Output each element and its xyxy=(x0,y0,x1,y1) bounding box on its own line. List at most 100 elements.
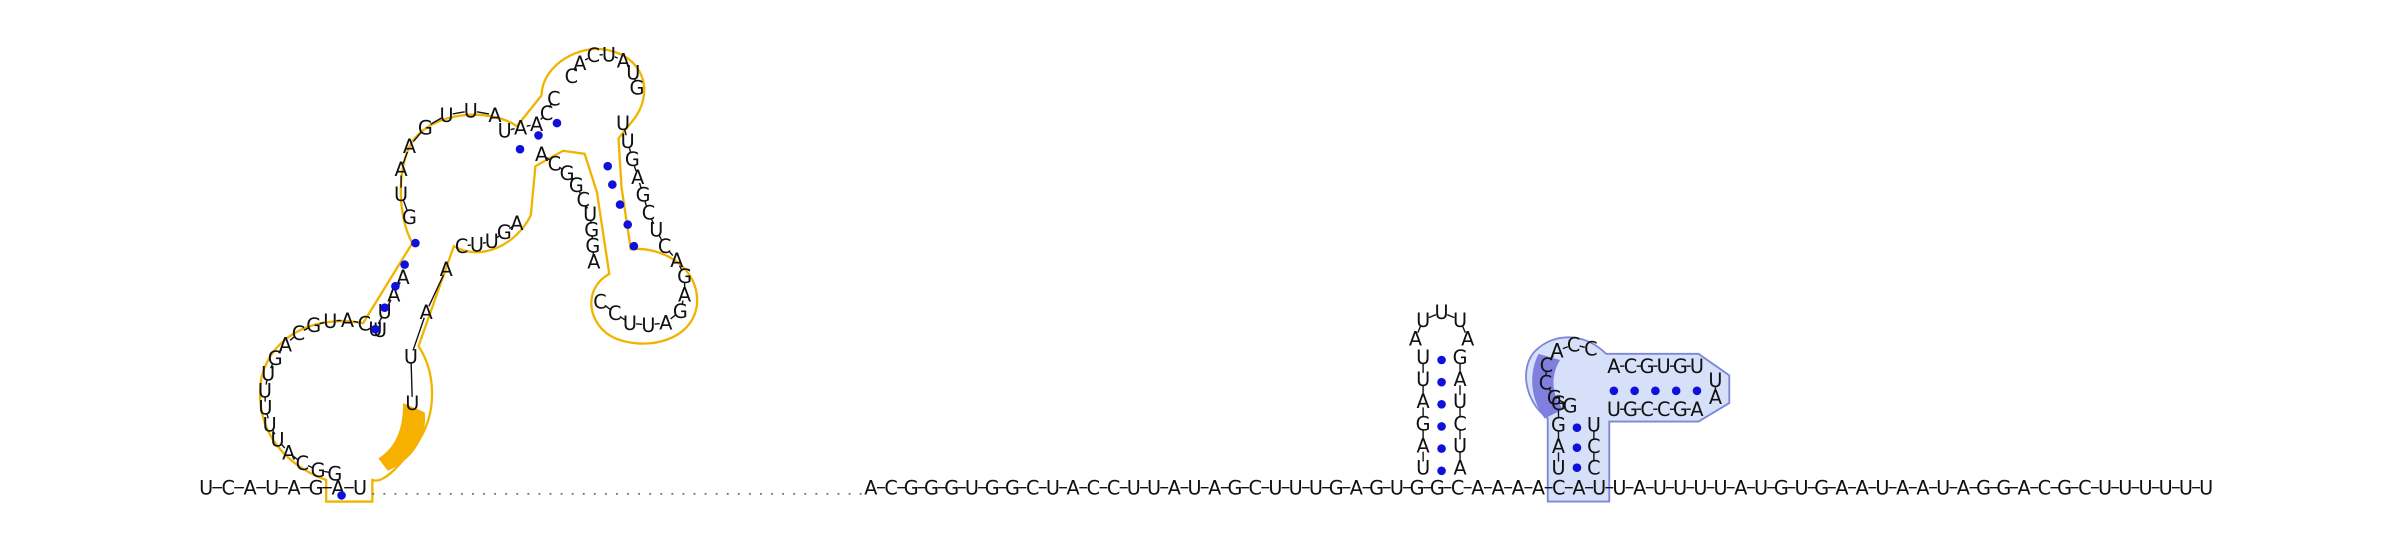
backbone-nucleotide: G xyxy=(1410,477,1425,500)
backbone-link xyxy=(1428,314,1437,319)
left-domain-nucleotide: G xyxy=(629,77,644,100)
backbone-link xyxy=(619,315,626,321)
left-domain-nucleotide: A xyxy=(341,309,354,332)
left-domain-nucleotide: A xyxy=(420,301,433,324)
right-domain-nucleotide: A xyxy=(1552,435,1565,458)
right-domain-nucleotide: C xyxy=(1640,398,1653,421)
backbone-nucleotide: U xyxy=(2199,477,2213,500)
base-pair-dot xyxy=(603,161,613,171)
backbone-link xyxy=(634,78,637,82)
left-domain-nucleotide: U xyxy=(323,310,337,333)
backbone-nucleotide: U xyxy=(265,477,279,500)
backbone-nucleotide: G xyxy=(2057,477,2072,500)
right-domain-nucleotide: U xyxy=(1587,414,1601,437)
base-pair-dot xyxy=(515,144,525,154)
backbone-link xyxy=(635,323,643,326)
hairpin-nucleotide: A xyxy=(1417,434,1430,457)
right-domain-nucleotide: G xyxy=(1673,355,1688,378)
base-pair-dot xyxy=(1671,386,1681,396)
backbone-nucleotide: C xyxy=(2078,477,2091,500)
backbone-nucleotide: A xyxy=(1512,477,1525,500)
base-pair-dot xyxy=(1609,386,1619,396)
base-pair-dot xyxy=(1437,466,1446,476)
hairpin-nucleotide: U xyxy=(1416,457,1430,480)
backbone-nucleotide: U xyxy=(353,477,367,500)
left-domain-nucleotide: C xyxy=(292,322,305,345)
backbone-nucleotide: A xyxy=(1572,477,1585,500)
backbone-nucleotide: U xyxy=(1875,477,1889,500)
backbone-link xyxy=(548,103,552,108)
base-pair-dot xyxy=(615,200,625,209)
backbone-nucleotide: U xyxy=(1693,477,1707,500)
left-domain-nucleotide: U xyxy=(602,43,616,66)
left-domain-nucleotide: U xyxy=(258,380,272,403)
backbone-nucleotide: A xyxy=(1896,477,1909,500)
left-domain-nucleotide: A xyxy=(659,312,672,335)
backbone-nucleotide: U xyxy=(1653,477,1667,500)
backbone-link xyxy=(377,316,383,325)
left-domain-nucleotide: U xyxy=(440,104,454,127)
left-domain-nucleotide: G xyxy=(677,265,692,288)
backbone-link xyxy=(496,235,500,239)
backbone-nucleotide: U xyxy=(1127,477,1141,500)
right-domain-shape xyxy=(1525,336,1731,503)
backbone-nucleotide: U xyxy=(1592,477,1606,500)
right-domain-nucleotide: A xyxy=(1607,355,1620,378)
right-domain-nucleotide: C xyxy=(1657,398,1670,421)
left-domain-nucleotide: A xyxy=(514,116,527,139)
right-domain-nucleotide: A xyxy=(1709,386,1722,409)
left-domain-nucleotide: A xyxy=(282,442,295,465)
backbone-link xyxy=(1461,325,1466,334)
right-domain-nucleotide: G xyxy=(1551,392,1566,415)
backbone-nucleotide: G xyxy=(1369,477,1384,500)
backbone-nucleotide: A xyxy=(244,477,257,500)
left-domain-highlight xyxy=(378,403,426,471)
left-domain-nucleotide: U xyxy=(470,233,484,256)
left-domain-shape xyxy=(259,47,699,503)
left-domain-nucleotide: U xyxy=(623,312,637,335)
backbone-nucleotide: G xyxy=(1228,477,1243,500)
left-domain-nucleotide: U xyxy=(405,392,419,415)
left-domain-nucleotide: U xyxy=(373,319,387,342)
hairpin-loop-nucleotide: U xyxy=(1435,301,1449,324)
left-domain-nucleotide: U xyxy=(464,100,478,123)
backbone-link xyxy=(638,182,642,190)
left-domain-nucleotide: A xyxy=(678,283,691,306)
left-domain-nucleotide: C xyxy=(296,452,309,475)
right-domain-nucleotide: C xyxy=(1567,334,1580,357)
backbone-nucleotide: C xyxy=(1087,477,1100,500)
backbone-nucleotide: U xyxy=(2179,477,2193,500)
backbone-nucleotide: C xyxy=(1249,477,1262,500)
backbone-nucleotide: U xyxy=(1936,477,1950,500)
right-domain-outline xyxy=(1525,336,1731,503)
backbone-link xyxy=(623,128,627,136)
backbone-nucleotide: G xyxy=(985,477,1000,500)
backbone-link xyxy=(412,317,425,351)
base-pair-dot xyxy=(1437,444,1446,453)
backbone-nucleotide: G xyxy=(1430,477,1445,500)
right-domain-nucleotide: A xyxy=(1550,340,1563,363)
left-domain-nucleotide: U xyxy=(626,61,640,84)
base-pair-dot xyxy=(534,131,543,140)
base-pair-dot xyxy=(337,491,346,500)
backbone-link xyxy=(430,117,442,125)
base-pair-dot xyxy=(1692,386,1702,396)
hairpin-nucleotide: G xyxy=(1453,346,1468,369)
right-domain-nucleotide: U xyxy=(1551,457,1565,480)
right-domain-nucleotide: G xyxy=(1640,355,1655,378)
backbone-nucleotide: G xyxy=(1329,477,1344,500)
hairpin-nucleotide: U xyxy=(1416,346,1430,369)
backbone-nucleotide: U xyxy=(1046,477,1060,500)
right-domain-nucleotide: U xyxy=(1708,369,1722,392)
base-pair-dot xyxy=(400,260,409,269)
backbone-nucleotide: G xyxy=(904,477,919,500)
backbone-link xyxy=(307,465,313,469)
hairpin-nucleotide: U xyxy=(1416,368,1430,391)
base-pair-dot xyxy=(1572,443,1582,453)
backbone-nucleotide: A xyxy=(1067,477,1080,500)
backbone-link xyxy=(303,327,309,331)
right-domain-nucleotide: G xyxy=(1551,414,1566,437)
right-domain-nucleotide: U xyxy=(1657,355,1671,378)
backbone-link xyxy=(1446,314,1455,319)
